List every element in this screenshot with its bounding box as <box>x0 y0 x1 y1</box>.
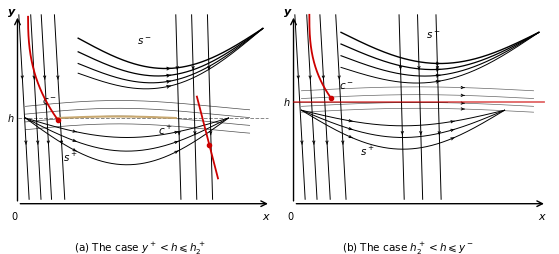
Text: x: x <box>262 212 269 222</box>
Text: 0: 0 <box>288 212 294 222</box>
Text: $c^+$: $c^+$ <box>158 123 173 136</box>
Text: $s^-$: $s^-$ <box>426 30 440 41</box>
Text: y: y <box>283 7 291 17</box>
Text: $c^-$: $c^-$ <box>339 81 354 91</box>
Text: 0: 0 <box>12 212 18 222</box>
Text: x: x <box>538 212 545 222</box>
Text: h: h <box>283 98 290 108</box>
Text: (b) The case $h_2^+ < h \leqslant y^-$: (b) The case $h_2^+ < h \leqslant y^-$ <box>342 240 474 254</box>
Text: $s^-$: $s^-$ <box>137 36 151 47</box>
Text: $s^+$: $s^+$ <box>63 150 78 163</box>
Text: y: y <box>8 7 15 17</box>
Text: $c^-$: $c^-$ <box>42 96 56 107</box>
Text: (a) The case $y^+ < h \leqslant h_2^+$: (a) The case $y^+ < h \leqslant h_2^+$ <box>74 240 206 254</box>
Text: h: h <box>7 114 13 123</box>
Text: $s^+$: $s^+$ <box>360 144 375 157</box>
